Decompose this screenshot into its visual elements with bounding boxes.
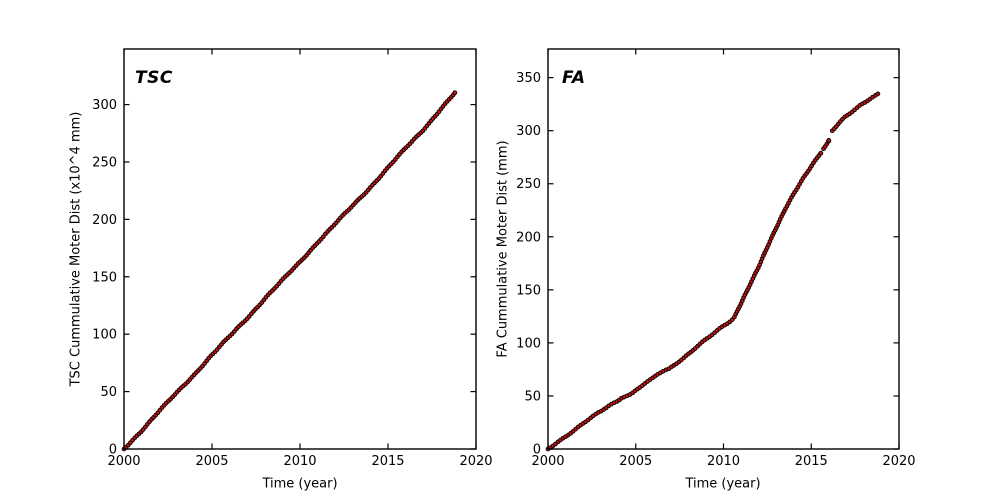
x-tick-label: 2005: [619, 454, 652, 469]
y-tick-label: 0: [109, 443, 117, 458]
y-tick-label: 200: [516, 230, 541, 245]
x-tick-label: 2010: [707, 454, 740, 469]
y-tick-label: 300: [92, 98, 117, 113]
right-plot-title: FA: [562, 68, 586, 88]
tsc-series-markers: [121, 90, 458, 452]
left-plot-title: TSC: [135, 68, 173, 88]
y-tick-label: 0: [533, 443, 541, 458]
y-tick-label: 350: [516, 71, 541, 86]
left-plot-yaxis-label: TSC Cummulative Moter Dist (x10^4 mm): [68, 111, 84, 387]
y-tick-label: 100: [92, 328, 117, 343]
y-tick-label: 200: [92, 213, 117, 228]
x-tick-label: 2015: [371, 454, 404, 469]
x-tick-label: 2020: [882, 454, 915, 469]
right-plot-xaxis-label: Time (year): [685, 476, 761, 492]
x-tick-label: 2020: [459, 454, 492, 469]
y-tick-label: 50: [100, 385, 117, 400]
y-tick-label: 100: [516, 336, 541, 351]
x-tick-label: 2000: [531, 454, 564, 469]
y-tick-label: 250: [92, 155, 117, 170]
fa-series-markers: [545, 91, 881, 452]
data-point-marker: [818, 150, 824, 156]
y-tick-label: 50: [524, 389, 541, 404]
axes-frame: [123, 48, 477, 450]
x-tick-label: 2015: [795, 454, 828, 469]
axes-frame: [547, 48, 900, 450]
data-point-marker: [826, 138, 832, 143]
fa-axes: 2000 2005 2010 2015 2020 0 50 100 150 200 250 300 35…: [516, 48, 916, 469]
x-tick-label: 2000: [107, 454, 140, 469]
x-tick-label: 2005: [195, 454, 228, 469]
x-tick-label: 2010: [283, 454, 316, 469]
right-plot-yaxis-label: FA Cummulative Moter Dist (mm): [495, 140, 511, 358]
left-plot-xaxis-label: Time (year): [262, 476, 338, 492]
tsc-axes: 2000 2005 2010 2015 2020 0 50 100 150 200 250 300: [92, 48, 493, 469]
y-tick-label: 250: [516, 177, 541, 192]
data-point-marker: [875, 91, 881, 97]
y-tick-label: 150: [92, 270, 117, 285]
y-tick-label: 300: [516, 124, 541, 139]
data-point-marker: [452, 90, 458, 96]
y-tick-label: 150: [516, 283, 541, 298]
